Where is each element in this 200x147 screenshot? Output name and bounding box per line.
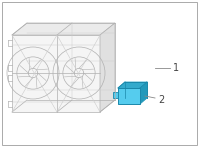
Polygon shape: [12, 35, 100, 112]
FancyBboxPatch shape: [118, 88, 140, 104]
Polygon shape: [100, 23, 115, 112]
Polygon shape: [118, 82, 147, 88]
FancyBboxPatch shape: [113, 92, 118, 98]
Text: 1: 1: [173, 63, 179, 73]
Polygon shape: [12, 23, 115, 35]
Polygon shape: [140, 82, 147, 104]
Text: 2: 2: [158, 95, 164, 105]
